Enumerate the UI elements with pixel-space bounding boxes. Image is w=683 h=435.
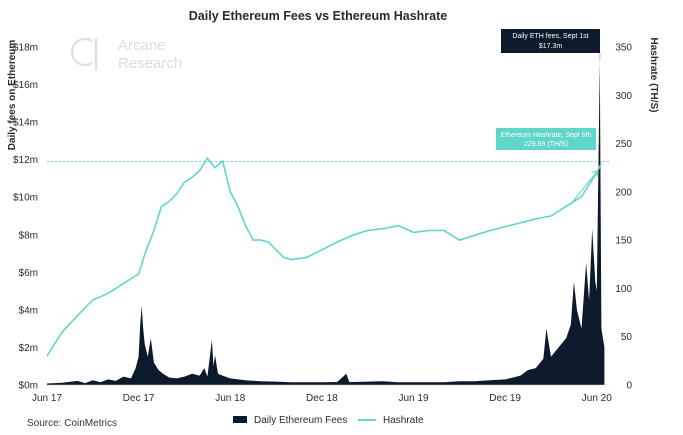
x-tick-label: Dec 17 [123, 393, 155, 404]
x-tick-label: Dec 19 [489, 393, 521, 404]
left-tick-label: $14m [13, 118, 38, 129]
logo-mark-icon [71, 38, 97, 70]
series-fees-area [47, 60, 605, 385]
right-axis-label: Hashrate (TH/S) [648, 37, 659, 112]
annotation-hashrate-box [496, 128, 596, 150]
left-tick-label: $2m [19, 343, 38, 354]
left-tick-label: $16m [13, 80, 38, 91]
legend-hashrate-label: Hashrate [383, 415, 424, 426]
right-tick-label: 150 [615, 236, 632, 247]
source-note: Source: CoinMetrics [27, 418, 117, 429]
hashrate-annotation-arrow [569, 170, 598, 206]
left-tick-label: $10m [13, 193, 38, 204]
x-tick-label: Jun 17 [32, 393, 62, 404]
annotation-hashrate-line-1: Ethereum Hashrate, Sept 6th [501, 132, 592, 139]
left-tick-label: $8m [19, 230, 38, 241]
x-tick-label: Jun 20 [582, 393, 612, 404]
series-hashrate-line [46, 156, 603, 357]
annotation-fees: Daily ETH fees, Sept 1st $17.3m [501, 29, 600, 53]
left-axis-ticks: $0m $2m $4m $6m $8m $10m $12m $14m $16m $18m [13, 43, 38, 392]
annotation-fees-line-1: Daily ETH fees, Sept 1st [512, 33, 588, 40]
annotation-hashrate-line-2: 229.69 (TH/S) [524, 141, 568, 148]
right-tick-label: 200 [615, 187, 632, 198]
x-axis-ticks: Jun 17 Dec 17 Jun 18 Dec 18 Jun 19 Dec 19 Jun … [32, 393, 612, 404]
annotation-fees-line-2: $17.3m [539, 43, 563, 50]
annotation-hashrate: Ethereum Hashrate, Sept 6th 229.69 (TH/S… [496, 128, 596, 150]
chart-title: Daily Ethereum Fees vs Ethereum Hashrate [189, 9, 447, 23]
right-tick-label: 0 [626, 381, 632, 392]
left-tick-label: $18m [13, 43, 38, 54]
legend: Daily Ethereum Fees Hashrate [233, 415, 424, 426]
right-tick-label: 50 [621, 332, 633, 343]
x-tick-label: Dec 18 [306, 393, 338, 404]
legend-fees-label: Daily Ethereum Fees [254, 415, 347, 426]
logo-line-2: Research [118, 55, 182, 72]
left-tick-label: $6m [19, 268, 38, 279]
annotation-fees-box [501, 29, 600, 53]
left-tick-label: $0m [19, 381, 38, 392]
x-tick-label: Jun 19 [399, 393, 429, 404]
left-tick-label: $12m [13, 155, 38, 166]
right-tick-label: 300 [615, 91, 632, 102]
left-axis-label: Daily fees on Ethereum [7, 40, 18, 151]
right-axis-ticks: 0 50 100 150 200 250 300 350 [615, 43, 632, 392]
right-tick-label: 350 [615, 43, 632, 54]
right-tick-label: 100 [615, 284, 632, 295]
legend-fees-swatch [233, 416, 247, 423]
arcane-research-logo: Arcane Research [71, 37, 182, 72]
right-tick-label: 250 [615, 139, 632, 150]
logo-line-1: Arcane [118, 37, 166, 54]
left-tick-label: $4m [19, 305, 38, 316]
x-tick-label: Jun 18 [215, 393, 245, 404]
